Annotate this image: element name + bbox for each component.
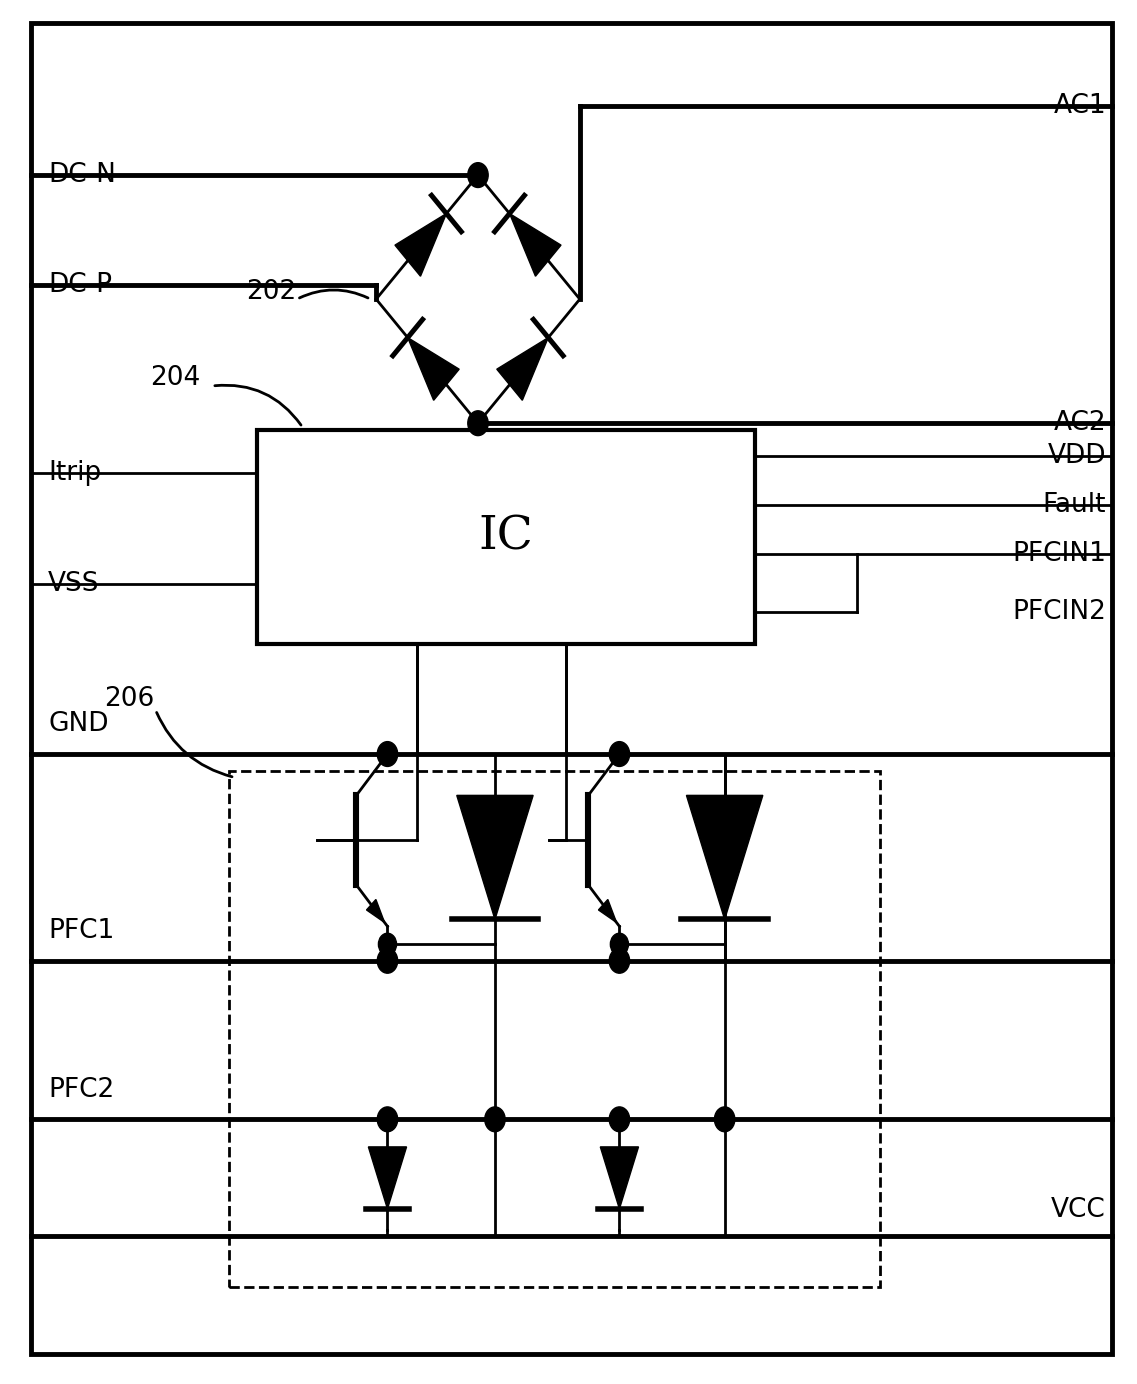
Bar <box>229 771 880 1287</box>
Text: VDD: VDD <box>1047 443 1106 469</box>
Circle shape <box>611 933 629 955</box>
Bar <box>257 430 755 644</box>
Polygon shape <box>368 1147 407 1208</box>
Text: DC-N: DC-N <box>48 162 116 188</box>
Text: PFC2: PFC2 <box>48 1077 115 1103</box>
Polygon shape <box>687 796 763 919</box>
Circle shape <box>609 948 630 973</box>
Circle shape <box>377 742 398 767</box>
Circle shape <box>609 742 630 767</box>
Text: GND: GND <box>48 711 108 738</box>
Polygon shape <box>408 338 459 400</box>
Text: AC2: AC2 <box>1053 410 1106 436</box>
Text: 202: 202 <box>246 280 297 306</box>
Circle shape <box>484 1107 505 1132</box>
Text: PFC1: PFC1 <box>48 918 115 944</box>
Circle shape <box>467 411 488 436</box>
Circle shape <box>609 1107 630 1132</box>
Text: Fault: Fault <box>1043 491 1106 518</box>
Circle shape <box>714 1107 735 1132</box>
Text: PFCIN2: PFCIN2 <box>1012 599 1106 624</box>
Circle shape <box>379 933 397 955</box>
Text: DC-P: DC-P <box>48 273 113 299</box>
Polygon shape <box>457 796 533 919</box>
Text: 206: 206 <box>105 686 155 711</box>
Text: VSS: VSS <box>48 572 100 597</box>
Text: PFCIN1: PFCIN1 <box>1012 541 1106 567</box>
Polygon shape <box>598 900 616 923</box>
Text: IC: IC <box>479 515 533 559</box>
Circle shape <box>377 1107 398 1132</box>
Circle shape <box>467 163 488 187</box>
Text: AC1: AC1 <box>1053 93 1106 119</box>
Text: VCC: VCC <box>1052 1197 1106 1222</box>
Text: 204: 204 <box>150 365 200 390</box>
Polygon shape <box>497 338 548 400</box>
Polygon shape <box>600 1147 639 1208</box>
Polygon shape <box>509 213 561 277</box>
Circle shape <box>377 948 398 973</box>
Polygon shape <box>395 213 447 277</box>
Text: Itrip: Itrip <box>48 459 101 486</box>
Polygon shape <box>366 900 384 923</box>
